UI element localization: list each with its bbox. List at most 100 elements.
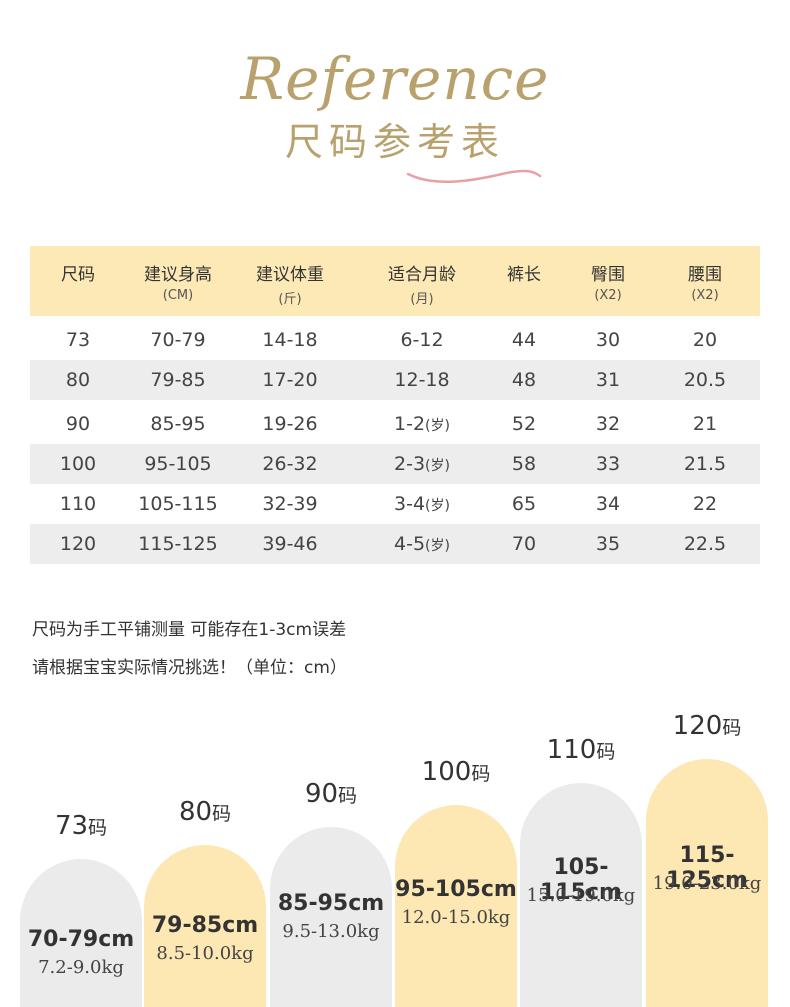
bar-size-label: 100码 bbox=[395, 757, 517, 787]
bar-weight-range: 19.0-23.0kg bbox=[652, 873, 762, 894]
cell-hip: 35 bbox=[576, 524, 640, 564]
col-header-label: 适合月龄 bbox=[388, 265, 456, 285]
cell-value: 17-20 bbox=[262, 369, 318, 391]
col-header-label: 腰围 bbox=[688, 265, 722, 285]
bar-size-label: 120码 bbox=[646, 711, 768, 741]
cell-size: 120 bbox=[40, 524, 116, 564]
cell-value: 2-3 bbox=[394, 453, 426, 475]
bar-height-range: 85-95cm bbox=[277, 891, 385, 916]
cell-hip: 31 bbox=[576, 360, 640, 400]
cell-value: 44 bbox=[511, 329, 537, 351]
table-row: 100 95-105 26-32 2-3(岁) 58 33 21.5 bbox=[30, 444, 760, 484]
cell-value: 80 bbox=[65, 369, 91, 391]
size-bar-100: 95-105cm 12.0-15.0kg bbox=[395, 805, 517, 1007]
col-header-weight: 建议体重 (斤) bbox=[238, 246, 342, 316]
cell-value: 32 bbox=[595, 413, 621, 435]
cell-size: 100 bbox=[40, 444, 116, 484]
bar-height-range: 115-125cm bbox=[666, 843, 748, 893]
bar-weight-range: 12.0-15.0kg bbox=[401, 907, 511, 928]
col-header-hip: 臀围 (X2) bbox=[576, 246, 640, 316]
cell-value: 34 bbox=[595, 493, 621, 515]
cell-value: 1-2 bbox=[394, 413, 426, 435]
cell-length: 58 bbox=[492, 444, 556, 484]
size-unit: 码 bbox=[338, 785, 358, 807]
cell-value: 21.5 bbox=[683, 453, 727, 475]
cell-hip: 34 bbox=[576, 484, 640, 524]
size-bar-80: 79-85cm 8.5-10.0kg bbox=[144, 845, 266, 1007]
cell-value: 26-32 bbox=[262, 453, 318, 475]
cell-waist: 22.5 bbox=[670, 524, 740, 564]
cell-age: 3-4(岁) bbox=[360, 484, 484, 524]
cell-unit: (岁) bbox=[425, 498, 450, 514]
cell-value: 120 bbox=[59, 533, 97, 555]
bar-weight-range: 9.5-13.0kg bbox=[282, 921, 380, 942]
bar-size-label: 90码 bbox=[270, 779, 392, 809]
col-header-unit: (斤) bbox=[278, 292, 302, 307]
cell-weight: 14-18 bbox=[238, 320, 342, 360]
cell-value: 79-85 bbox=[150, 369, 206, 391]
cell-value: 30 bbox=[595, 329, 621, 351]
bar-size-label: 73码 bbox=[20, 811, 142, 841]
header: Reference 尺码参考表 bbox=[0, 0, 790, 200]
size-table: 尺码 建议身高 (CM) 建议体重 (斤) 适合月龄 (月) 裤长 臀围 (X2… bbox=[30, 246, 760, 564]
cell-age: 4-5(岁) bbox=[360, 524, 484, 564]
title-english: Reference bbox=[240, 45, 550, 113]
cell-height: 115-125 bbox=[126, 524, 230, 564]
size-number: 73 bbox=[54, 811, 89, 841]
cell-value: 22.5 bbox=[683, 533, 727, 555]
table-body: 73 70-79 14-18 6-12 44 30 20 80 79-85 17-20 12-18 4… bbox=[30, 320, 760, 564]
size-unit: 码 bbox=[212, 803, 232, 825]
cell-waist: 21 bbox=[670, 404, 740, 444]
col-header-size: 尺码 bbox=[40, 246, 116, 316]
cell-length: 52 bbox=[492, 404, 556, 444]
cell-waist: 21.5 bbox=[670, 444, 740, 484]
bar-weight-range: 7.2-9.0kg bbox=[38, 957, 124, 978]
size-unit: 码 bbox=[88, 817, 108, 839]
cell-value: 70-79 bbox=[150, 329, 206, 351]
cell-value: 70 bbox=[511, 533, 537, 555]
cell-unit: (岁) bbox=[425, 538, 450, 554]
size-unit: 码 bbox=[596, 741, 616, 763]
col-header-label: 建议身高 bbox=[144, 265, 212, 285]
bar-weight-range: 15.0-19.0kg bbox=[526, 885, 636, 906]
bar-size-label: 80码 bbox=[144, 797, 266, 827]
cell-value: 12-18 bbox=[394, 369, 450, 391]
cell-value: 32-39 bbox=[262, 493, 318, 515]
cell-value: 31 bbox=[595, 369, 621, 391]
cell-value: 33 bbox=[595, 453, 621, 475]
cell-age: 1-2(岁) bbox=[360, 404, 484, 444]
notes: 尺码为手工平铺测量 可能存在1-3cm误差 请根据宝宝实际情况挑选！（单位：cm… bbox=[32, 615, 347, 691]
note-measurement: 尺码为手工平铺测量 可能存在1-3cm误差 bbox=[32, 620, 347, 640]
bar-weight-range: 8.5-10.0kg bbox=[156, 943, 254, 964]
cell-value: 110 bbox=[59, 493, 97, 515]
cell-weight: 17-20 bbox=[238, 360, 342, 400]
col-header-unit: (月) bbox=[410, 292, 434, 307]
size-bar-73: 70-79cm 7.2-9.0kg bbox=[20, 859, 142, 1007]
col-header-label: 尺码 bbox=[61, 265, 95, 285]
cell-height: 70-79 bbox=[126, 320, 230, 360]
col-header-label: 建议体重 bbox=[256, 265, 324, 285]
cell-value: 73 bbox=[65, 329, 91, 351]
size-unit: 码 bbox=[471, 763, 491, 785]
bar-height-range: 95-105cm bbox=[395, 877, 517, 902]
cell-value: 20 bbox=[692, 329, 718, 351]
cell-weight: 39-46 bbox=[238, 524, 342, 564]
cell-value: 21 bbox=[692, 413, 718, 435]
cell-value: 6-12 bbox=[400, 329, 444, 351]
col-header-length: 裤长 bbox=[492, 246, 556, 316]
cell-value: 115-125 bbox=[138, 533, 218, 555]
cell-waist: 20 bbox=[670, 320, 740, 360]
size-number: 110 bbox=[546, 735, 597, 765]
bar-height-range: 70-79cm bbox=[27, 927, 135, 952]
table-row: 73 70-79 14-18 6-12 44 30 20 bbox=[30, 320, 760, 360]
cell-weight: 26-32 bbox=[238, 444, 342, 484]
cell-value: 14-18 bbox=[262, 329, 318, 351]
cell-value: 3-4 bbox=[394, 493, 426, 515]
cell-waist: 20.5 bbox=[670, 360, 740, 400]
cell-value: 35 bbox=[595, 533, 621, 555]
cell-hip: 32 bbox=[576, 404, 640, 444]
col-header-age: 适合月龄 (月) bbox=[360, 246, 484, 316]
cell-length: 70 bbox=[492, 524, 556, 564]
cell-value: 90 bbox=[65, 413, 91, 435]
table-header: 尺码 建议身高 (CM) 建议体重 (斤) 适合月龄 (月) 裤长 臀围 (X2… bbox=[30, 246, 760, 316]
